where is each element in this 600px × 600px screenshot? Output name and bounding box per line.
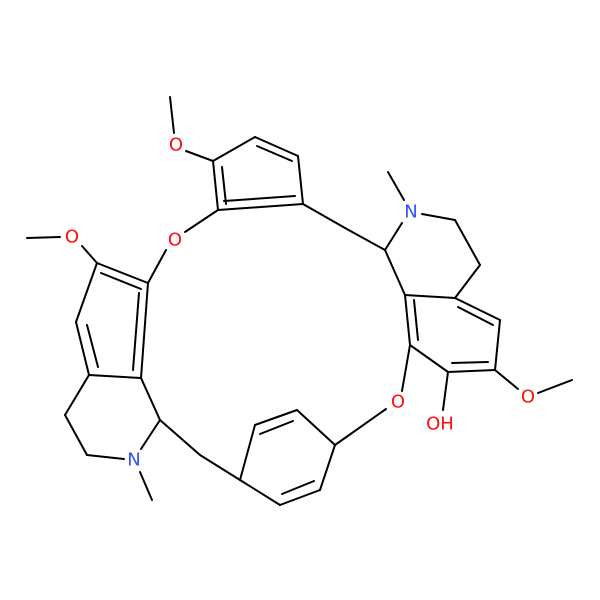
bond: [454, 264, 481, 299]
bond: [140, 419, 161, 450]
bond: [454, 297, 501, 321]
bond: [140, 282, 149, 379]
atom-label: O: [169, 135, 183, 156]
bond: [217, 203, 304, 211]
bond: [457, 306, 494, 326]
bond: [254, 409, 298, 426]
bond: [64, 374, 90, 416]
atom-label: O: [168, 230, 182, 251]
bond: [302, 203, 346, 229]
bond: [86, 324, 99, 368]
bond: [404, 294, 456, 299]
bond: [239, 479, 281, 506]
bond: [281, 480, 315, 495]
bond: [88, 374, 142, 379]
bond: [100, 272, 142, 290]
bond: [259, 420, 294, 435]
bond: [334, 408, 387, 446]
bond: [26, 236, 61, 239]
bond: [401, 344, 411, 392]
bond: [256, 145, 293, 162]
bond: [447, 369, 496, 373]
bond: [75, 262, 98, 323]
bond: [387, 171, 405, 201]
bond: [494, 369, 519, 390]
bond: [344, 227, 386, 251]
bond: [537, 379, 573, 394]
bond: [223, 195, 296, 202]
bond: [75, 321, 90, 376]
bond: [254, 136, 299, 157]
bond: [64, 414, 88, 456]
atom-label: N: [127, 450, 140, 471]
bond: [279, 489, 321, 506]
bond: [442, 371, 449, 411]
bond: [140, 377, 161, 421]
bond: [86, 454, 125, 460]
bond: [413, 299, 419, 341]
bond: [494, 319, 501, 371]
bond: [384, 222, 403, 251]
bonds: [26, 96, 573, 506]
bond: [184, 209, 219, 233]
bond: [319, 444, 336, 491]
bond: [454, 219, 481, 266]
bond: [139, 471, 153, 501]
bond: [221, 166, 227, 205]
atom-label: O: [521, 387, 535, 408]
bond: [199, 454, 241, 481]
bond: [384, 249, 406, 296]
bond: [296, 409, 336, 446]
bond: [404, 294, 411, 346]
bond: [81, 245, 98, 264]
bond: [159, 419, 201, 456]
bond: [96, 262, 149, 284]
atom-labels: O O O N N O OH O: [65, 135, 535, 471]
bond: [147, 249, 167, 284]
bond: [409, 344, 449, 373]
bond: [212, 136, 256, 162]
bond: [169, 96, 175, 134]
bond: [451, 361, 489, 364]
bond: [185, 150, 214, 162]
bond: [421, 213, 456, 221]
atom-label: O: [391, 392, 405, 413]
bond: [297, 155, 304, 205]
bond: [239, 424, 256, 481]
bond: [212, 160, 219, 211]
atom-label: OH: [426, 414, 454, 435]
bond: [132, 292, 140, 371]
atom-label: O: [65, 227, 79, 248]
atom-label: N: [404, 202, 417, 223]
